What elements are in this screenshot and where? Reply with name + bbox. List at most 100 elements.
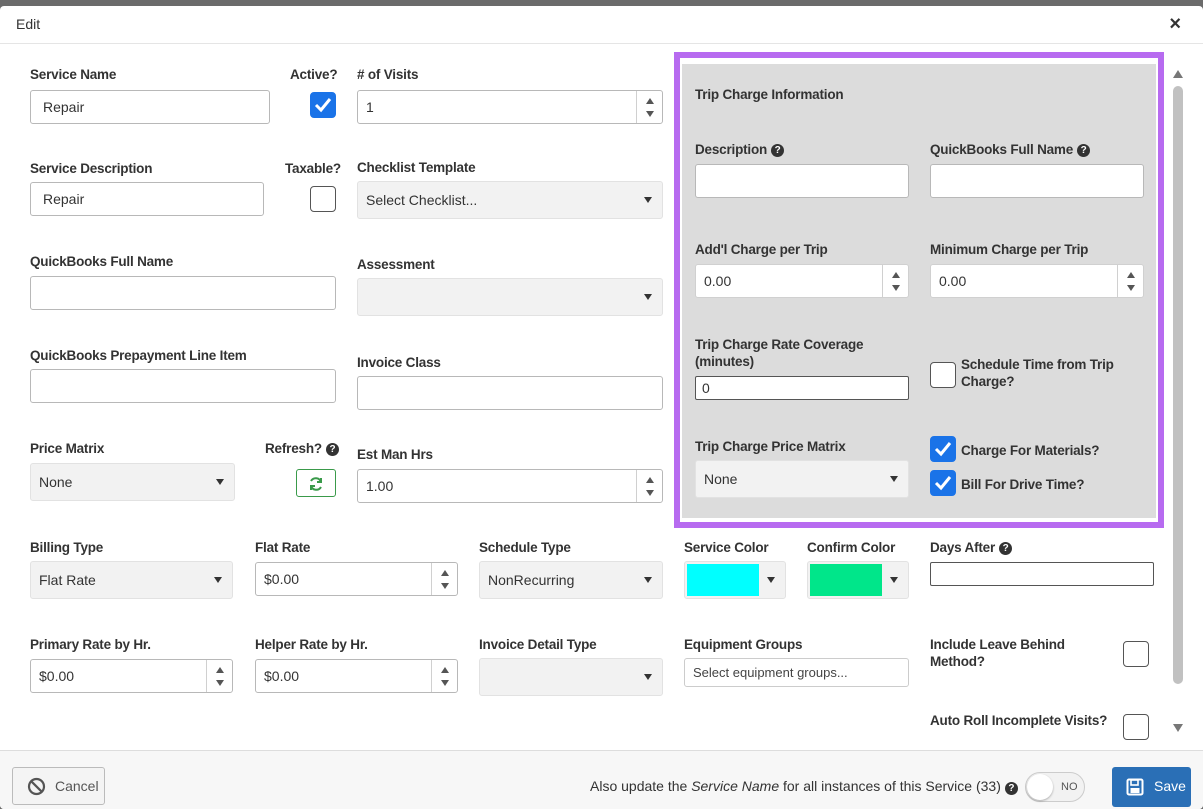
chevron-down-icon <box>890 577 898 583</box>
leave-behind-checkbox[interactable] <box>1123 641 1149 667</box>
invoice-class-label: Invoice Class <box>357 355 441 370</box>
spin-down-icon <box>216 680 224 686</box>
trip-qb-full-name-label: QuickBooks Full Name? <box>930 141 1091 158</box>
active-checkbox[interactable] <box>310 92 336 118</box>
helper-rate-input[interactable]: $0.00 <box>255 659 458 693</box>
scroll-down-icon[interactable] <box>1173 724 1183 732</box>
service-description-input[interactable]: Repair <box>30 182 264 216</box>
days-after-input[interactable] <box>930 562 1154 586</box>
quickbooks-full-name-input[interactable] <box>30 276 336 310</box>
help-icon[interactable]: ? <box>771 144 785 157</box>
price-matrix-select[interactable]: None <box>30 463 235 501</box>
addl-charge-value: 0.00 <box>704 273 732 289</box>
spin-up-icon <box>441 667 449 673</box>
trip-qb-full-name-input[interactable] <box>930 164 1144 198</box>
footer-note: Also update the Service Name for all ins… <box>590 778 1018 795</box>
charge-materials-label: Charge For Materials? <box>961 443 1100 458</box>
help-icon[interactable]: ? <box>999 542 1013 555</box>
schedule-type-select[interactable]: NonRecurring <box>479 561 663 599</box>
checklist-template-select[interactable]: Select Checklist... <box>357 181 663 219</box>
flat-rate-spinner[interactable] <box>431 563 457 595</box>
confirm-color-picker[interactable] <box>807 561 909 599</box>
visits-spinner[interactable] <box>636 91 662 123</box>
invoice-class-input[interactable] <box>357 376 663 410</box>
schedule-time-checkbox[interactable] <box>930 362 956 388</box>
charge-materials-checkbox[interactable] <box>930 436 956 462</box>
bill-drive-time-checkbox[interactable] <box>930 470 956 496</box>
price-matrix-label: Price Matrix <box>30 441 105 456</box>
close-button[interactable]: × <box>1169 13 1181 35</box>
primary-rate-spinner[interactable] <box>206 660 232 692</box>
chevron-down-icon <box>644 577 652 583</box>
cancel-button[interactable]: Cancel <box>12 767 105 805</box>
trip-price-matrix-select[interactable]: None <box>695 460 909 498</box>
service-name-input[interactable]: Repair <box>30 90 270 124</box>
visits-label: # of Visits <box>357 67 419 82</box>
auto-roll-checkbox[interactable] <box>1123 714 1149 740</box>
assessment-select[interactable] <box>357 278 663 316</box>
help-icon[interactable]: ? <box>1077 144 1091 157</box>
ban-icon <box>27 777 46 796</box>
service-color-label: Service Color <box>684 540 769 555</box>
scrollbar[interactable] <box>1167 62 1189 742</box>
taxable-checkbox[interactable] <box>310 186 336 212</box>
rate-coverage-label: Trip Charge Rate Coverage (minutes) <box>695 337 864 369</box>
addl-charge-input[interactable]: 0.00 <box>695 264 909 298</box>
chevron-down-icon <box>214 577 222 583</box>
scroll-up-icon[interactable] <box>1173 70 1183 78</box>
save-label: Save <box>1154 778 1186 794</box>
help-icon[interactable]: ? <box>325 443 339 456</box>
min-charge-input[interactable]: 0.00 <box>930 264 1144 298</box>
equipment-groups-label: Equipment Groups <box>684 637 803 652</box>
floppy-disk-icon <box>1126 778 1144 796</box>
billing-type-select[interactable]: Flat Rate <box>30 561 233 599</box>
qb-prepayment-input[interactable] <box>30 369 336 403</box>
min-charge-label: Minimum Charge per Trip <box>930 242 1089 257</box>
spin-up-icon <box>646 477 654 483</box>
update-all-toggle[interactable]: NO <box>1025 772 1085 802</box>
trip-charge-title: Trip Charge Information <box>695 87 844 102</box>
chevron-down-icon <box>216 479 224 485</box>
helper-rate-spinner[interactable] <box>431 660 457 692</box>
schedule-type-label: Schedule Type <box>479 540 571 555</box>
est-man-hrs-spinner[interactable] <box>636 470 662 502</box>
spin-down-icon <box>441 680 449 686</box>
equipment-groups-input[interactable]: Select equipment groups... <box>684 658 909 687</box>
check-icon <box>934 476 952 491</box>
primary-rate-input[interactable]: $0.00 <box>30 659 233 693</box>
flat-rate-input[interactable]: $0.00 <box>255 562 458 596</box>
save-button[interactable]: Save <box>1112 767 1191 807</box>
spin-down-icon <box>1127 285 1135 291</box>
qb-prepayment-label: QuickBooks Prepayment Line Item <box>30 348 247 363</box>
schedule-time-label: Schedule Time from Trip Charge? <box>961 357 1114 389</box>
assessment-label: Assessment <box>357 257 435 272</box>
invoice-detail-type-select[interactable] <box>479 658 663 696</box>
chevron-down-icon <box>644 294 652 300</box>
price-matrix-value: None <box>39 474 73 490</box>
check-icon <box>934 442 952 457</box>
visits-input[interactable]: 1 <box>357 90 663 124</box>
invoice-detail-type-label: Invoice Detail Type <box>479 637 597 652</box>
addl-charge-spinner[interactable] <box>882 265 908 297</box>
scrollbar-thumb[interactable] <box>1173 86 1183 684</box>
cancel-label: Cancel <box>55 778 99 794</box>
min-charge-value: 0.00 <box>939 273 967 289</box>
helper-rate-value: $0.00 <box>264 668 300 684</box>
min-charge-spinner[interactable] <box>1117 265 1143 297</box>
spin-up-icon <box>216 667 224 673</box>
service-color-picker[interactable] <box>684 561 786 599</box>
days-after-label: Days After? <box>930 539 1013 556</box>
rate-coverage-input[interactable]: 0 <box>695 376 909 400</box>
help-icon[interactable]: ? <box>1004 782 1018 795</box>
refresh-button[interactable] <box>296 469 336 497</box>
visits-value: 1 <box>366 99 374 115</box>
addl-charge-label: Add'l Charge per Trip <box>695 242 828 257</box>
quickbooks-full-name-label: QuickBooks Full Name <box>30 254 174 269</box>
refresh-icon <box>310 477 322 491</box>
trip-description-label: Description? <box>695 141 785 158</box>
spin-up-icon <box>1127 272 1135 278</box>
trip-description-input[interactable] <box>695 164 909 198</box>
est-man-hrs-input[interactable]: 1.00 <box>357 469 663 503</box>
chevron-down-icon <box>890 476 898 482</box>
helper-rate-label: Helper Rate by Hr. <box>255 637 368 652</box>
